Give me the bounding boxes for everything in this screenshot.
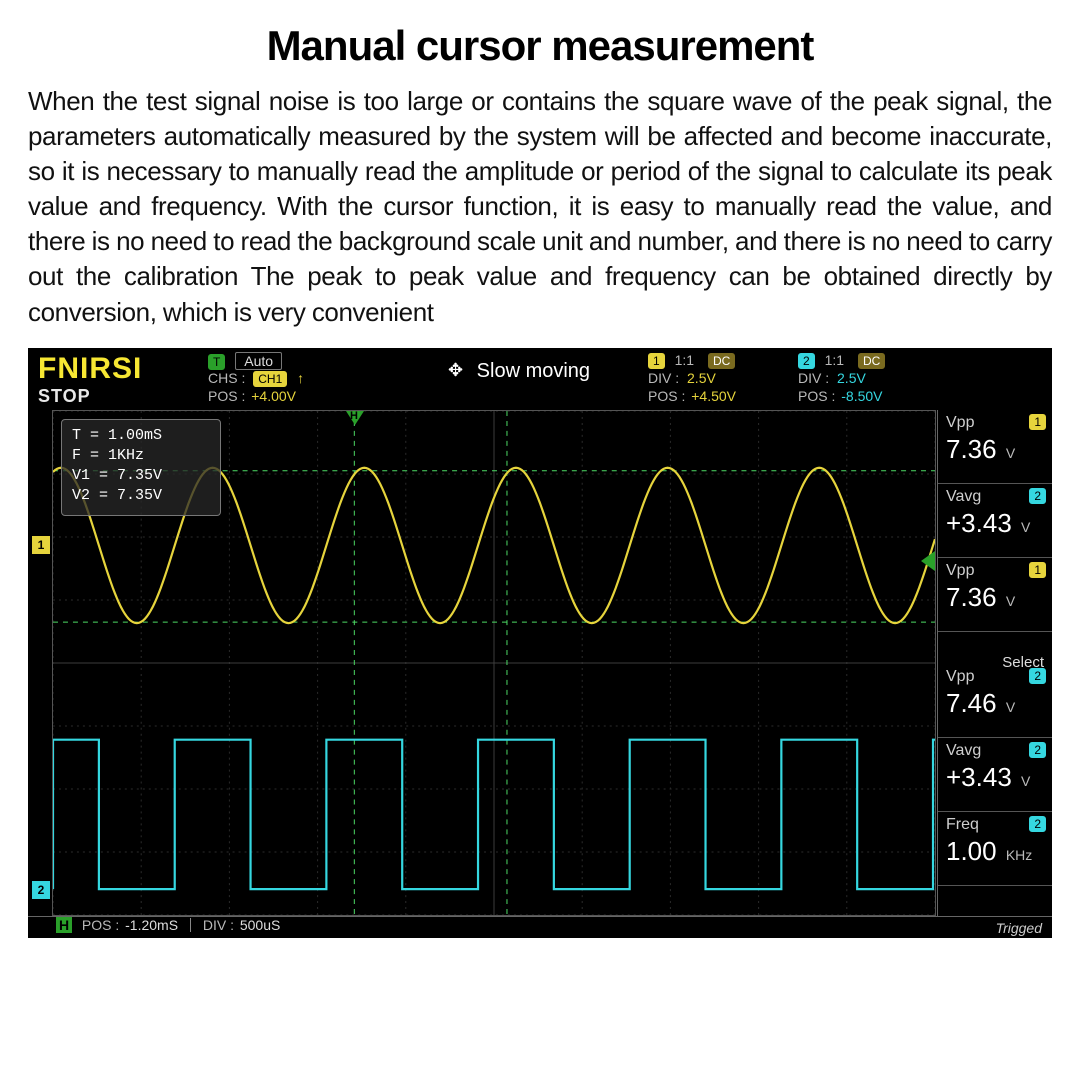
bottom-div-label: DIV : <box>203 917 234 933</box>
oscilloscope-panel: FNIRSI STOP T Auto CHS : CH1 ↑ POS : +4.… <box>28 348 1052 938</box>
page-title: Manual cursor measurement <box>0 0 1080 84</box>
ch1-pos-label: POS : <box>648 388 685 404</box>
trigger-t-badge: T <box>208 354 225 370</box>
cursor-f: F = 1KHz <box>72 446 210 466</box>
measurement-ch-badge: 2 <box>1029 488 1046 504</box>
ch2-ratio: 1:1 <box>825 352 844 368</box>
mode-title-text: Slow moving <box>477 360 590 382</box>
ch2-coupling[interactable]: DC <box>858 353 885 369</box>
ch1-marker-icon[interactable]: 1 <box>32 536 50 554</box>
mode-title: ✥ Slow moving <box>448 360 590 383</box>
brand-logo: FNIRSI <box>38 352 142 386</box>
waveform-plot[interactable]: T = 1.00mS F = 1KHz V1 = 7.35V V2 = 7.35… <box>52 410 936 916</box>
measurement-vavg-4[interactable]: Vavg2+3.43 V <box>938 738 1052 812</box>
ch1-block: 1 1:1 DC DIV : 2.5V POS : +4.50V <box>648 352 736 406</box>
ch2-block: 2 1:1 DC DIV : 2.5V POS : -8.50V <box>798 352 885 406</box>
measurement-value: 1.00 KHz <box>946 836 1046 867</box>
move-icon: ✥ <box>448 360 463 381</box>
measurement-freq-5[interactable]: Freq21.00 KHz <box>938 812 1052 886</box>
measurement-value: +3.43 V <box>946 508 1046 539</box>
measurement-vavg-1[interactable]: Vavg2+3.43 V <box>938 484 1052 558</box>
measurement-ch-badge: 1 <box>1029 414 1046 430</box>
measurement-vpp-0[interactable]: Vpp17.36 V <box>938 410 1052 484</box>
bottom-pos-value: -1.20mS <box>125 917 178 933</box>
measurement-ch-badge: 2 <box>1029 668 1046 684</box>
measurement-ch-badge: 2 <box>1029 742 1046 758</box>
trigged-label: Trigged <box>996 920 1042 936</box>
ch1-div-value: 2.5V <box>687 370 716 386</box>
ch1-pos-value: +4.50V <box>691 388 736 404</box>
measurement-value: 7.36 V <box>946 434 1046 465</box>
cursor-readout-box: T = 1.00mS F = 1KHz V1 = 7.35V V2 = 7.35… <box>61 419 221 516</box>
ch1-ratio: 1:1 <box>675 352 694 368</box>
ch2-marker-icon[interactable]: 2 <box>32 881 50 899</box>
measurement-sidebar: Select Vpp17.36 VVavg2+3.43 VVpp17.36 VV… <box>937 410 1052 916</box>
trigger-block: T Auto CHS : CH1 ↑ POS : +4.00V <box>208 352 304 406</box>
trigger-pos-label: POS : <box>208 388 245 404</box>
measurement-ch-badge: 2 <box>1029 816 1046 832</box>
ch1-badge: 1 <box>648 353 665 369</box>
h-marker-icon: H <box>346 411 364 425</box>
trigger-edge-icon: ↑ <box>297 370 304 386</box>
measurement-value: 7.46 V <box>946 688 1046 719</box>
ch2-div-label: DIV : <box>798 370 829 386</box>
measurement-vpp-3[interactable]: Vpp27.46 V <box>938 664 1052 738</box>
ch2-pos-label: POS : <box>798 388 835 404</box>
trigger-mode[interactable]: Auto <box>235 352 282 370</box>
trigger-level-marker-icon[interactable] <box>921 551 935 571</box>
cursor-t: T = 1.00mS <box>72 426 210 446</box>
measurement-ch-badge: 1 <box>1029 562 1046 578</box>
scope-top-bar: FNIRSI STOP T Auto CHS : CH1 ↑ POS : +4.… <box>28 348 1052 410</box>
page-description: When the test signal noise is too large … <box>0 84 1080 348</box>
measurement-value: +3.43 V <box>946 762 1046 793</box>
ch2-pos-value: -8.50V <box>841 388 882 404</box>
scope-bottom-bar: H POS : -1.20mS DIV : 500uS Trigged <box>28 916 1052 938</box>
bottom-pos-label: POS : <box>82 917 119 933</box>
ch1-coupling[interactable]: DC <box>708 353 735 369</box>
trigger-pos-value: +4.00V <box>251 388 296 404</box>
bottom-h-badge: H <box>56 917 72 933</box>
measurement-vpp-2[interactable]: Vpp17.36 V <box>938 558 1052 632</box>
trigger-chs-label: CHS : <box>208 370 245 386</box>
ch2-div-value: 2.5V <box>837 370 866 386</box>
cursor-v1: V1 = 7.35V <box>72 466 210 486</box>
measurement-value: 7.36 V <box>946 582 1046 613</box>
run-state: STOP <box>38 386 91 407</box>
ch2-badge: 2 <box>798 353 815 369</box>
ch1-div-label: DIV : <box>648 370 679 386</box>
trigger-chs-value[interactable]: CH1 <box>253 371 287 387</box>
cursor-v2: V2 = 7.35V <box>72 486 210 506</box>
bottom-div-value: 500uS <box>240 917 280 933</box>
